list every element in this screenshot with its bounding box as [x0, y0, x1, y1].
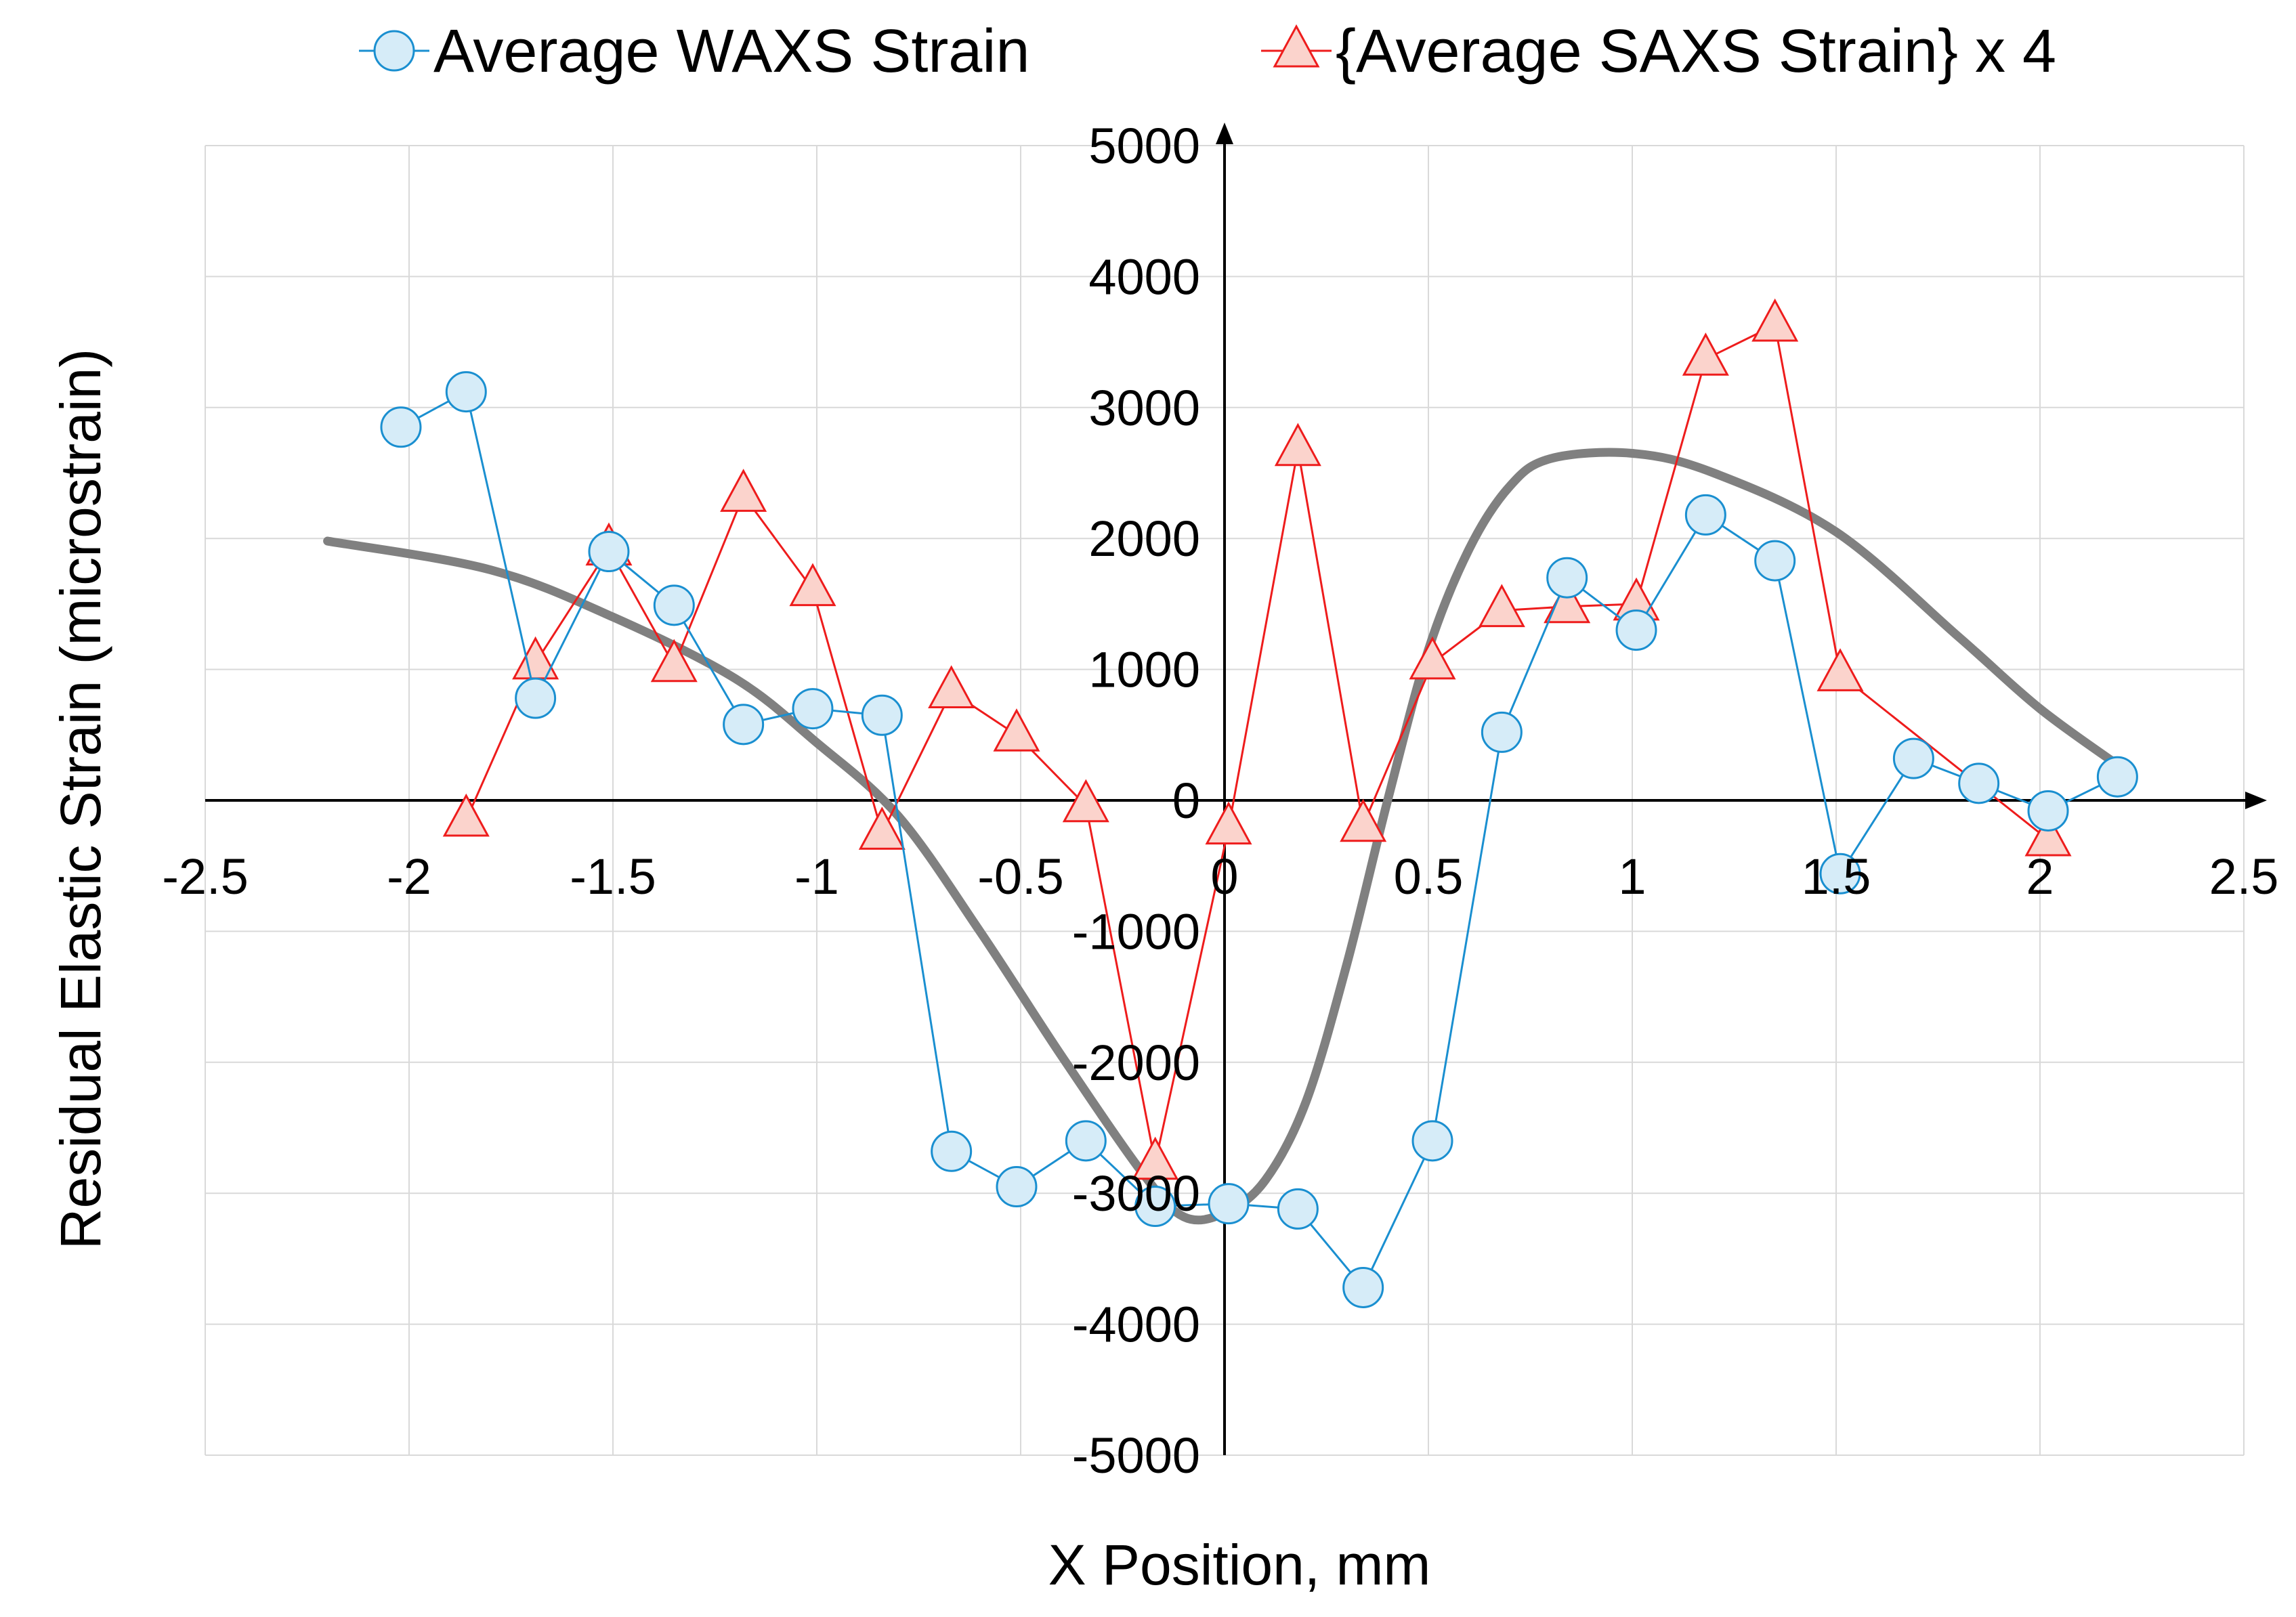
y-tick-label: 5000: [1088, 118, 1200, 174]
waxs-data-point: [445, 371, 487, 413]
x-axis-arrowhead: [2245, 792, 2267, 809]
waxs-data-point: [931, 1130, 973, 1172]
saxs-series-line: [465, 323, 2049, 1164]
saxs-data-point: [858, 806, 906, 850]
saxs-data-point: [720, 469, 767, 512]
saxs-data-point: [928, 665, 975, 708]
trend-curve-line: [323, 448, 2126, 1225]
saxs-data-point: [1205, 801, 1252, 845]
x-tick-label: -1: [794, 848, 839, 905]
waxs-data-point: [792, 688, 834, 730]
saxs-data-point: [993, 708, 1040, 752]
waxs-data-point: [380, 406, 422, 448]
y-tick-label: 4000: [1088, 249, 1200, 305]
waxs-series-line: [400, 390, 2119, 1290]
waxs-data-point: [1411, 1120, 1453, 1162]
y-tick-label: 3000: [1088, 380, 1200, 436]
saxs-data-point: [1478, 584, 1525, 628]
saxs-data-point: [1340, 798, 1387, 842]
x-tick-label: 1: [1618, 848, 1646, 905]
waxs-data-point: [1754, 540, 1796, 582]
saxs-data-point: [650, 639, 698, 683]
waxs-data-point: [1342, 1266, 1384, 1308]
y-tick-label: 0: [1172, 773, 1200, 829]
waxs-data-point: [861, 694, 903, 736]
saxs-data-point: [2024, 813, 2072, 857]
waxs-data-point: [1546, 557, 1588, 599]
waxs-data-point: [1481, 711, 1523, 753]
waxs-data-point: [588, 531, 630, 573]
x-axis-title: X Position, mm: [1048, 1533, 1431, 1597]
waxs-data-point: [1958, 762, 2000, 804]
saxs-data-point: [1682, 332, 1729, 376]
legend-marker: [1273, 24, 1320, 68]
legend-label: {Average SAXS Strain} x 4: [1336, 18, 2056, 85]
series-group: [323, 298, 2138, 1308]
legend-item-saxs: {Average SAXS Strain} x 4: [1261, 18, 2056, 85]
x-tick-label: 2.5: [2209, 848, 2279, 905]
waxs-data-point: [2027, 790, 2069, 832]
series-trend-curve: [323, 448, 2126, 1225]
waxs-data-point: [723, 704, 765, 746]
legend-label: Average WAXS Strain: [433, 18, 1029, 85]
x-tick-label: 0.5: [1394, 848, 1464, 905]
saxs-data-point: [512, 636, 559, 680]
saxs-data-point: [789, 563, 836, 607]
waxs-data-point: [1208, 1183, 1250, 1225]
waxs-data-point: [1615, 609, 1657, 651]
axes: [205, 123, 2267, 1455]
x-tick-label: 2: [2026, 848, 2054, 905]
saxs-data-point: [1409, 636, 1456, 680]
saxs-data-point: [442, 793, 490, 837]
waxs-data-point: [515, 677, 557, 719]
waxs-data-point: [1134, 1186, 1176, 1228]
legend: Average WAXS Strain {Average SAXS Strain}…: [359, 18, 2056, 85]
series-waxs: [380, 371, 2138, 1308]
y-tick-label: -3000: [1072, 1165, 1200, 1222]
y-tick-label: -5000: [1072, 1427, 1200, 1484]
saxs-data-point: [1132, 1136, 1179, 1180]
x-tick-label: 0: [1210, 848, 1238, 905]
legend-item-waxs: Average WAXS Strain: [359, 18, 1029, 85]
y-tick-label: -1000: [1072, 903, 1200, 960]
x-tick-label: -1.5: [570, 848, 656, 905]
tick-labels: -2.5 -2 -1.5 -1 -0.5 0 0.5 1 1.5 2 2.5 -5000 -4000 -3…: [162, 118, 2278, 1484]
waxs-data-point: [1277, 1188, 1319, 1230]
x-tick-label: -0.5: [977, 848, 1064, 905]
waxs-data-point: [996, 1166, 1038, 1208]
y-tick-label: 1000: [1088, 642, 1200, 698]
saxs-data-point: [1062, 779, 1109, 823]
waxs-data-point: [653, 584, 695, 626]
y-axis-title: Residual Elastic Strain (microstrain): [49, 349, 112, 1249]
saxs-data-point: [1816, 648, 1864, 691]
x-tick-label: -2: [387, 848, 431, 905]
waxs-data-point: [1065, 1120, 1107, 1162]
series-saxs: [442, 298, 2072, 1180]
y-tick-label: -2000: [1072, 1035, 1200, 1091]
x-tick-label: -2.5: [162, 848, 249, 905]
waxs-data-point: [1684, 494, 1726, 536]
y-tick-label: 2000: [1088, 511, 1200, 567]
y-axis-arrowhead: [1216, 123, 1233, 144]
legend-marker: [373, 30, 415, 72]
saxs-data-point: [1751, 298, 1799, 342]
saxs-data-point: [1274, 423, 1321, 467]
waxs-data-point: [2096, 756, 2138, 798]
waxs-data-point: [1892, 737, 1934, 779]
waxs-data-point: [1819, 853, 1861, 894]
y-tick-label: -4000: [1072, 1297, 1200, 1353]
x-tick-label: 1.5: [1802, 848, 1871, 905]
